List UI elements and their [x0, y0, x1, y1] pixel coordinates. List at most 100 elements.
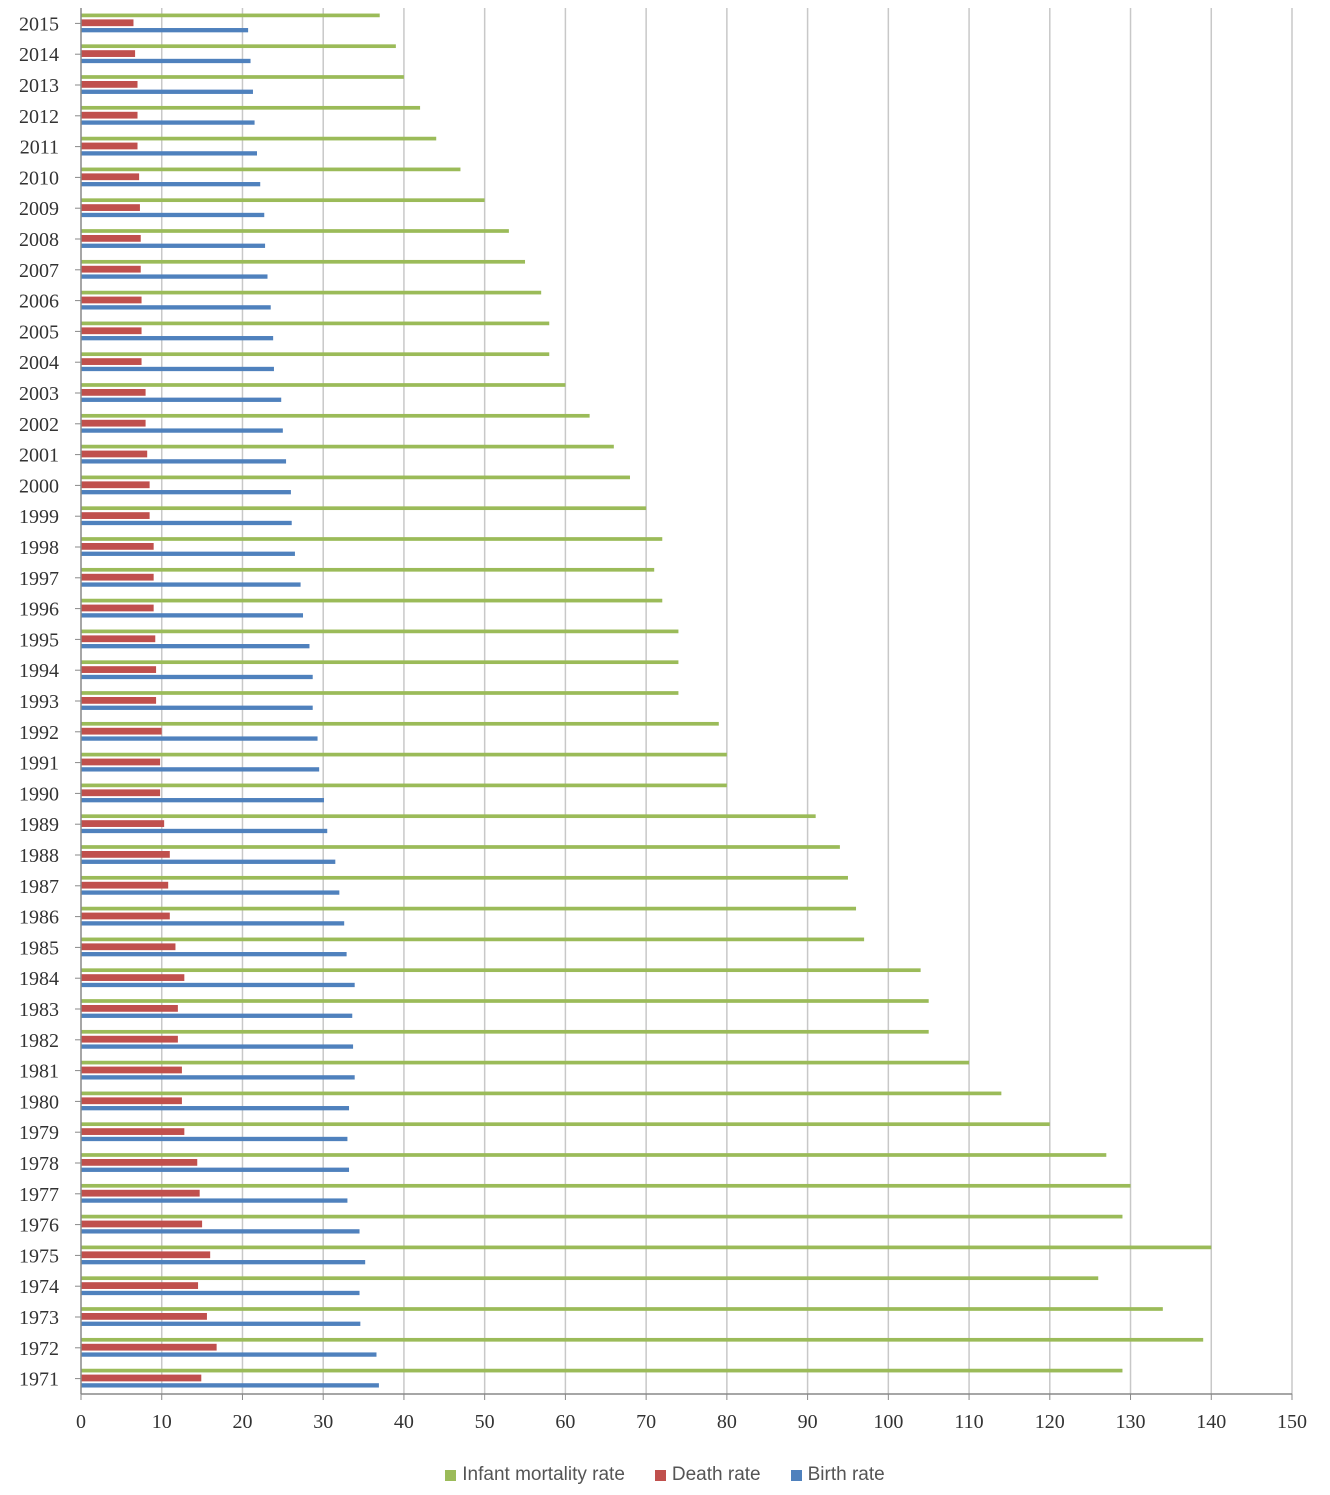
legend-swatch-infant-mortality — [445, 1469, 457, 1481]
x-tick-label: 140 — [1196, 1411, 1226, 1433]
bar-birth-rate — [81, 1013, 353, 1018]
bar-infant-mortality — [81, 383, 566, 387]
bar-birth-rate — [81, 89, 253, 94]
bar-birth-rate — [81, 1383, 379, 1388]
bar-birth-rate — [81, 613, 304, 618]
bar-infant-mortality — [81, 475, 630, 480]
bar-birth-rate — [81, 1260, 366, 1265]
bar-infant-mortality — [81, 567, 655, 572]
bar-birth-rate — [81, 459, 287, 464]
y-tick-label: 2011 — [20, 137, 59, 159]
bar-birth-rate — [81, 243, 266, 248]
x-tick-label: 40 — [394, 1411, 414, 1433]
bar-death-rate — [81, 789, 161, 797]
legend-label-death-rate: Death rate — [671, 1464, 761, 1485]
bar-death-rate — [81, 234, 141, 242]
bar-birth-rate — [81, 428, 283, 433]
bar-birth-rate — [81, 1106, 350, 1111]
bar-death-rate — [81, 1158, 198, 1166]
bar-birth-rate — [81, 859, 336, 864]
bar-death-rate — [81, 666, 157, 673]
bar-death-rate — [81, 481, 150, 489]
bar-infant-mortality — [81, 814, 816, 819]
bar-death-rate — [81, 850, 170, 858]
y-tick-label: 1997 — [19, 568, 59, 590]
legend-label-infant-mortality: Infant mortality rate — [462, 1464, 625, 1485]
bar-infant-mortality — [81, 691, 679, 695]
bar-death-rate — [81, 912, 170, 920]
bar-death-rate — [81, 1097, 182, 1105]
y-tick-label: 1999 — [19, 506, 59, 528]
y-tick-label: 1990 — [19, 783, 59, 805]
bar-infant-mortality — [81, 629, 679, 634]
y-tick-label: 1978 — [19, 1153, 59, 1175]
bar-infant-mortality — [81, 1307, 1163, 1311]
legend-item-birth-rate: Birth rate — [790, 1464, 885, 1486]
y-tick-label: 1977 — [19, 1184, 59, 1206]
bar-birth-rate — [81, 921, 345, 926]
legend-swatch-death-rate — [654, 1469, 666, 1481]
bar-death-rate — [81, 450, 148, 458]
y-tick-label: 1986 — [19, 907, 59, 929]
bar-birth-rate — [81, 551, 295, 556]
bar-death-rate — [81, 111, 138, 119]
x-tick-label: 80 — [717, 1411, 737, 1433]
bar-death-rate — [81, 1312, 207, 1320]
bar-birth-rate — [81, 1321, 361, 1326]
bar-birth-rate — [81, 120, 255, 125]
y-tick-label: 2002 — [19, 414, 59, 436]
y-tick-label: 1994 — [19, 660, 59, 682]
y-tick-label: 1979 — [19, 1122, 59, 1144]
y-tick-label: 2003 — [19, 383, 59, 405]
legend-item-death-rate: Death rate — [654, 1464, 761, 1486]
bar-death-rate — [81, 943, 176, 951]
bar-death-rate — [81, 696, 157, 704]
bar-infant-mortality — [81, 1029, 929, 1034]
y-tick-label: 1987 — [19, 876, 59, 898]
bar-infant-mortality — [81, 1214, 1123, 1219]
y-tick-label: 1981 — [19, 1061, 59, 1083]
x-tick-label: 20 — [232, 1411, 252, 1433]
y-tick-label: 1980 — [19, 1091, 59, 1113]
bar-birth-rate — [81, 151, 257, 156]
bar-death-rate — [81, 327, 142, 335]
x-tick-label: 100 — [873, 1411, 903, 1433]
legend: Infant mortality rate Death rate Birth r… — [0, 1460, 1330, 1490]
bar-death-rate — [81, 881, 169, 889]
bar-infant-mortality — [81, 906, 857, 911]
x-tick-label: 30 — [313, 1411, 333, 1433]
bar-birth-rate — [81, 767, 320, 772]
bar-birth-rate — [81, 305, 271, 310]
bar-infant-mortality — [81, 752, 727, 757]
bar-death-rate — [81, 1066, 182, 1074]
bar-birth-rate — [81, 490, 291, 495]
bar-infant-mortality — [81, 167, 461, 172]
x-tick-label: 120 — [1035, 1411, 1065, 1433]
bar-birth-rate — [81, 182, 261, 187]
bar-infant-mortality — [81, 136, 437, 141]
bar-birth-rate — [81, 890, 340, 895]
y-tick-label: 1989 — [19, 814, 59, 836]
bar-death-rate — [81, 604, 154, 612]
y-tick-label: 1993 — [19, 691, 59, 713]
bar-death-rate — [81, 1128, 185, 1135]
y-tick-label: 1992 — [19, 722, 59, 744]
bar-birth-rate — [81, 644, 310, 649]
y-tick-label: 2005 — [19, 321, 59, 343]
bar-infant-mortality — [81, 1245, 1212, 1250]
bar-birth-rate — [81, 705, 313, 710]
bar-death-rate — [81, 1343, 217, 1351]
y-tick-label: 1985 — [19, 937, 59, 959]
legend-label-birth-rate: Birth rate — [807, 1464, 885, 1485]
bar-death-rate — [81, 542, 154, 550]
bar-birth-rate — [81, 1290, 360, 1296]
x-tick-label: 60 — [555, 1411, 575, 1433]
bar-death-rate — [81, 173, 140, 181]
bar-birth-rate — [81, 1136, 348, 1142]
bar-infant-mortality — [81, 1060, 970, 1065]
bar-infant-mortality — [81, 598, 663, 603]
x-tick-label: 50 — [475, 1411, 495, 1433]
bar-infant-mortality — [81, 937, 865, 942]
bar-death-rate — [81, 358, 142, 365]
y-tick-label: 2014 — [19, 44, 59, 66]
